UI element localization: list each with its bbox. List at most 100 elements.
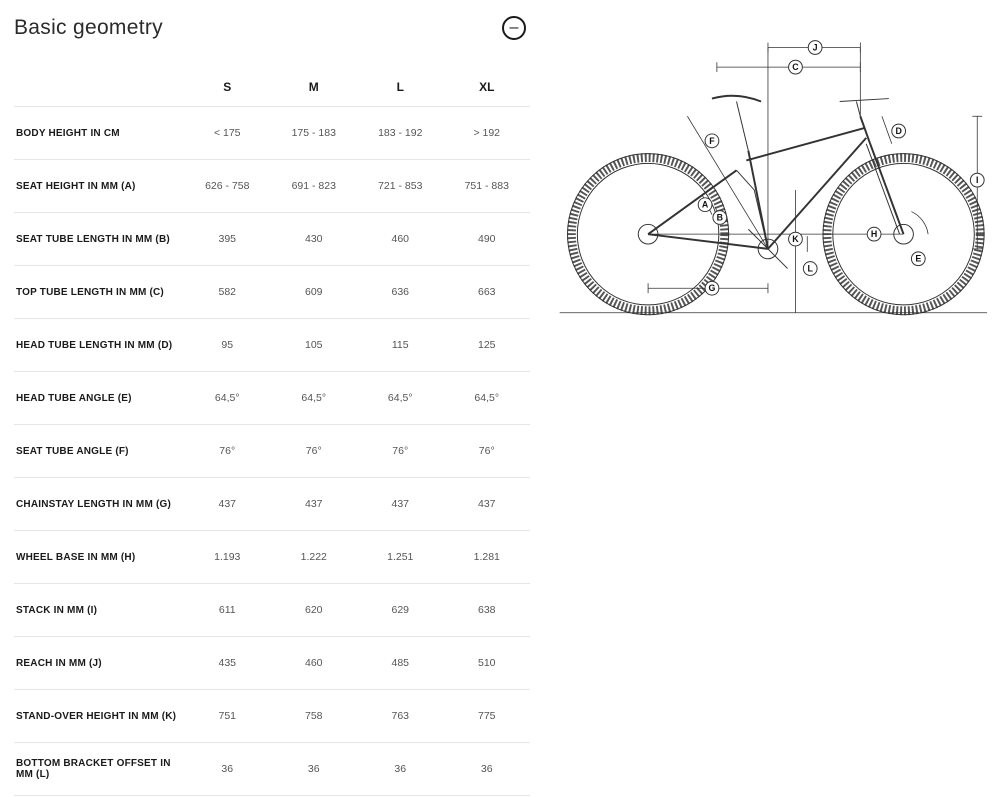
cell-value: 435 xyxy=(184,637,271,690)
cell-value: 490 xyxy=(444,213,531,266)
cell-value: 76° xyxy=(357,425,444,478)
cell-value: 105 xyxy=(271,319,358,372)
row-label: REACH IN MM (J) xyxy=(14,637,184,690)
cell-value: 64,5° xyxy=(357,372,444,425)
cell-value: 64,5° xyxy=(184,372,271,425)
cell-value: < 175 xyxy=(184,107,271,160)
table-row: BOTTOM BRACKET OFFSET IN MM (L)36363636 xyxy=(14,743,530,796)
cell-value: 1.193 xyxy=(184,531,271,584)
table-row: WHEEL BASE IN MM (H)1.1931.2221.2511.281 xyxy=(14,531,530,584)
cell-value: > 192 xyxy=(444,107,531,160)
cell-value: 125 xyxy=(444,319,531,372)
table-row: STACK IN MM (I)611620629638 xyxy=(14,584,530,637)
cell-value: 510 xyxy=(444,637,531,690)
cell-value: 115 xyxy=(357,319,444,372)
row-label: HEAD TUBE LENGTH IN MM (D) xyxy=(14,319,184,372)
row-label: STAND-OVER HEIGHT IN MM (K) xyxy=(14,690,184,743)
cell-value: 663 xyxy=(444,266,531,319)
cell-value: 76° xyxy=(184,425,271,478)
row-label: TOP TUBE LENGTH IN MM (C) xyxy=(14,266,184,319)
cell-value: 775 xyxy=(444,690,531,743)
cell-value: 582 xyxy=(184,266,271,319)
cell-value: 437 xyxy=(271,478,358,531)
table-row: HEAD TUBE LENGTH IN MM (D)95105115125 xyxy=(14,319,530,372)
col-header: L xyxy=(357,48,444,107)
cell-value: 638 xyxy=(444,584,531,637)
row-label: BOTTOM BRACKET OFFSET IN MM (L) xyxy=(14,743,184,796)
cell-value: 36 xyxy=(184,743,271,796)
minus-icon: – xyxy=(510,20,519,36)
cell-value: 437 xyxy=(444,478,531,531)
diagram-panel: ABCDEFGHIJKL xyxy=(540,0,1004,797)
dim-label-text: B xyxy=(717,212,723,222)
cell-value: 1.222 xyxy=(271,531,358,584)
cell-value: 437 xyxy=(184,478,271,531)
dim-label-text: K xyxy=(792,234,799,244)
dim-label-text: H xyxy=(871,229,877,239)
cell-value: 437 xyxy=(357,478,444,531)
dim-label-text: E xyxy=(915,254,921,264)
cell-value: 629 xyxy=(357,584,444,637)
cell-value: 95 xyxy=(184,319,271,372)
table-row: SEAT TUBE ANGLE (F)76°76°76°76° xyxy=(14,425,530,478)
cell-value: 485 xyxy=(357,637,444,690)
cell-value: 620 xyxy=(271,584,358,637)
cell-value: 460 xyxy=(357,213,444,266)
cell-value: 758 xyxy=(271,690,358,743)
table-row: STAND-OVER HEIGHT IN MM (K)751758763775 xyxy=(14,690,530,743)
table-header-row: S M L XL xyxy=(14,48,530,107)
cell-value: 626 - 758 xyxy=(184,160,271,213)
panel-header: Basic geometry – xyxy=(14,12,530,48)
header-spacer xyxy=(14,48,184,107)
cell-value: 751 - 883 xyxy=(444,160,531,213)
panel-title: Basic geometry xyxy=(14,16,163,40)
cell-value: 76° xyxy=(271,425,358,478)
row-label: SEAT TUBE LENGTH IN MM (B) xyxy=(14,213,184,266)
bike-geometry-diagram: ABCDEFGHIJKL xyxy=(540,18,992,332)
row-label: WHEEL BASE IN MM (H) xyxy=(14,531,184,584)
dim-label-text: J xyxy=(813,42,818,52)
cell-value: 76° xyxy=(444,425,531,478)
cell-value: 36 xyxy=(271,743,358,796)
table-row: SEAT TUBE LENGTH IN MM (B)395430460490 xyxy=(14,213,530,266)
row-label: HEAD TUBE ANGLE (E) xyxy=(14,372,184,425)
cell-value: 636 xyxy=(357,266,444,319)
geometry-panel: Basic geometry – S M L XL BODY HEIGHT IN… xyxy=(0,0,540,797)
dim-label-text: C xyxy=(792,62,799,72)
row-label: BODY HEIGHT IN CM xyxy=(14,107,184,160)
dim-label-text: F xyxy=(709,136,715,146)
cell-value: 36 xyxy=(357,743,444,796)
col-header: M xyxy=(271,48,358,107)
collapse-button[interactable]: – xyxy=(502,16,526,40)
table-row: CHAINSTAY LENGTH IN MM (G)437437437437 xyxy=(14,478,530,531)
cell-value: 64,5° xyxy=(271,372,358,425)
cell-value: 763 xyxy=(357,690,444,743)
dim-label-text: L xyxy=(808,264,814,274)
cell-value: 175 - 183 xyxy=(271,107,358,160)
table-row: REACH IN MM (J)435460485510 xyxy=(14,637,530,690)
dim-label-text: I xyxy=(976,175,978,185)
dim-label-text: G xyxy=(709,283,716,293)
cell-value: 1.251 xyxy=(357,531,444,584)
table-row: BODY HEIGHT IN CM< 175175 - 183183 - 192… xyxy=(14,107,530,160)
cell-value: 609 xyxy=(271,266,358,319)
cell-value: 64,5° xyxy=(444,372,531,425)
cell-value: 430 xyxy=(271,213,358,266)
cell-value: 1.281 xyxy=(444,531,531,584)
cell-value: 183 - 192 xyxy=(357,107,444,160)
row-label: SEAT HEIGHT IN MM (A) xyxy=(14,160,184,213)
cell-value: 721 - 853 xyxy=(357,160,444,213)
table-row: TOP TUBE LENGTH IN MM (C)582609636663 xyxy=(14,266,530,319)
cell-value: 611 xyxy=(184,584,271,637)
cell-value: 691 - 823 xyxy=(271,160,358,213)
row-label: SEAT TUBE ANGLE (F) xyxy=(14,425,184,478)
dimension-labels: ABCDEFGHIJKL xyxy=(698,41,984,295)
cell-value: 36 xyxy=(444,743,531,796)
bike-frame xyxy=(648,96,903,269)
dim-label-text: A xyxy=(702,200,709,210)
cell-value: 751 xyxy=(184,690,271,743)
geometry-table: S M L XL BODY HEIGHT IN CM< 175175 - 183… xyxy=(14,48,530,796)
cell-value: 395 xyxy=(184,213,271,266)
cell-value: 460 xyxy=(271,637,358,690)
col-header: XL xyxy=(444,48,531,107)
